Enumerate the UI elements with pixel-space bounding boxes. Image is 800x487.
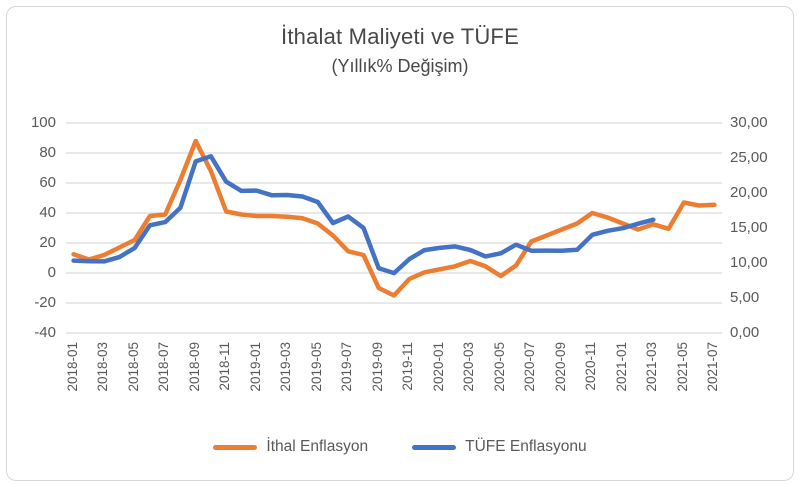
y-axis-left-tick-label: 60	[39, 174, 56, 191]
x-axis-tick-label: 2021-05	[674, 342, 690, 392]
x-axis-tick-label: 2020-11	[583, 342, 599, 391]
y-axis-right-tick-label: 30,00	[730, 114, 768, 131]
x-axis-tick-label: 2020-03	[461, 342, 477, 392]
x-axis-tick-label: 2018-05	[125, 342, 141, 392]
x-axis-tick-label: 2018-07	[156, 342, 172, 392]
x-axis-tick-label: 2020-07	[522, 342, 538, 392]
y-axis-right-tick-label: 25,00	[730, 149, 768, 166]
series-line-tüfe-enflasyonu	[71, 154, 656, 276]
x-axis-tick-label: 2019-07	[339, 342, 355, 392]
x-axis-tick-label: 2021-01	[613, 342, 629, 392]
y-axis-left-tick-label: 40	[39, 204, 56, 221]
x-axis-tick-label: 2019-09	[369, 342, 385, 392]
legend-line-swatch	[412, 444, 457, 450]
chart-title: İthalat Maliyeti ve TÜFE	[281, 24, 519, 49]
x-axis-tick-label: 2019-01	[247, 342, 263, 392]
legend-label: TÜFE Enflasyonu	[465, 438, 587, 455]
y-axis-right-tick-label: 10,00	[730, 254, 768, 271]
x-axis-tick-label: 2018-03	[95, 342, 111, 392]
x-axis-tick-label: 2020-09	[552, 342, 568, 392]
x-axis-tick-label: 2018-09	[186, 342, 202, 392]
y-axis-left-tick-label: -40	[34, 324, 56, 341]
x-axis-tick-label: 2020-01	[430, 342, 446, 392]
y-axis-right-tick-label: 0,00	[730, 324, 760, 341]
x-axis-tick-label: 2020-05	[491, 342, 507, 392]
legend-item: TÜFE Enflasyonu	[412, 438, 587, 456]
y-axis-left-tick-label: -20	[34, 294, 56, 311]
legend-line-swatch	[213, 444, 258, 450]
y-axis-right-tick-label: 15,00	[730, 219, 768, 236]
legend-item: İthal Enflasyon	[213, 438, 368, 456]
y-axis-left-tick-label: 80	[39, 144, 56, 161]
y-axis-left-tick-label: 0	[47, 264, 56, 281]
series-line-i-thal-enflasyon	[71, 138, 717, 298]
legend-label: İthal Enflasyon	[266, 438, 369, 455]
y-axis-left-tick-label: 100	[30, 114, 56, 131]
x-axis-tick-label: 2019-05	[308, 342, 324, 392]
y-axis-left-tick-label: 20	[39, 234, 56, 251]
x-axis-tick-label: 2018-11	[217, 342, 233, 391]
y-axis-right-tick-label: 20,00	[730, 184, 768, 201]
chart-subtitle: (Yıllık% Değişim)	[331, 56, 469, 76]
x-axis-tick-label: 2021-07	[705, 342, 721, 392]
x-axis-tick-label: 2019-03	[278, 342, 294, 392]
y-axis-right-tick-label: 5,00	[730, 289, 760, 306]
legend: İthal Enflasyon TÜFE Enflasyonu	[0, 438, 800, 456]
x-axis-tick-label: 2021-03	[644, 342, 660, 392]
x-axis-tick-label: 2018-01	[64, 342, 80, 392]
x-axis-tick-label: 2019-11	[400, 342, 416, 391]
